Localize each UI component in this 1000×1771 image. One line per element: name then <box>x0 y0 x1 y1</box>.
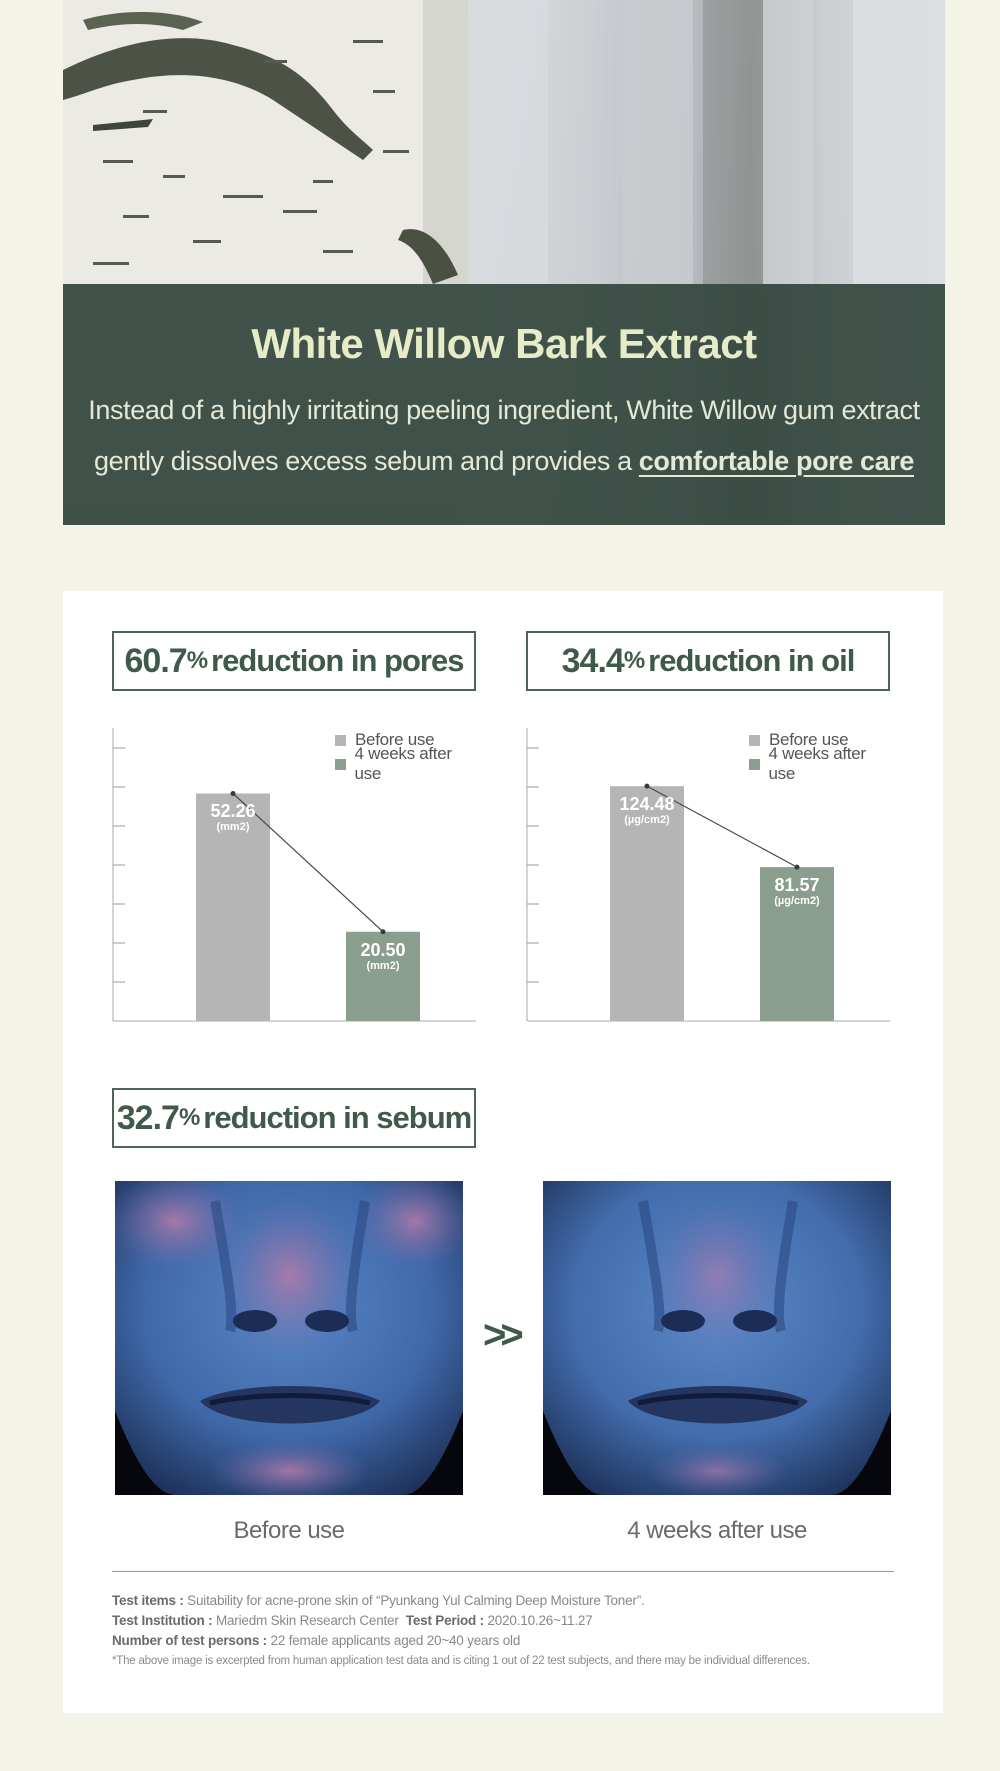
bar-value-label-after: 20.50 (mm2) <box>346 940 420 973</box>
note-period-value: 2020.10.26~11.27 <box>487 1613 593 1628</box>
test-notes: Test items : Suitability for acne-prone … <box>112 1591 902 1671</box>
note-test-items: Test items : Suitability for acne-prone … <box>112 1591 902 1611</box>
bar-unit: (mm2) <box>366 959 400 972</box>
note-items-value: Suitability for acne-prone skin of “Pyun… <box>187 1593 645 1608</box>
note-items-label: Test items : <box>112 1593 188 1608</box>
note-disclaimer: *The above image is excerpted from human… <box>112 1655 810 1667</box>
hero-description: Instead of a highly irritating peeling i… <box>73 385 935 487</box>
bar-value: 52.26 <box>210 801 256 822</box>
comparison-arrow-icon: >> <box>483 1313 524 1357</box>
note-institution-label: Test Institution : <box>112 1613 216 1628</box>
face-before-image <box>115 1181 463 1495</box>
legend-after-swatch <box>749 758 760 770</box>
hero-title: White Willow Bark Extract <box>251 320 757 367</box>
pores-chart: Before use 4 weeks after use 52.26 (mm2) 2… <box>112 728 477 1028</box>
hero-desc-emphasis: comfortable pore care <box>638 446 915 476</box>
pores-stat-box: 60.7% reduction in pores <box>112 631 476 691</box>
oil-stat-box: 34.4% reduction in oil <box>526 631 890 691</box>
bar-before <box>610 786 684 1021</box>
trend-line <box>646 785 798 868</box>
note-test-persons: Number of test persons : 22 female appli… <box>112 1631 902 1651</box>
hero-text-band: White Willow Bark Extract Instead of a h… <box>63 284 945 525</box>
hero-banner: White Willow Bark Extract Instead of a h… <box>63 0 945 525</box>
bar-after <box>760 867 834 1021</box>
hero-desc-line2: gently dissolves excess sebum and provid… <box>94 446 639 476</box>
oil-stat-percent: % <box>623 647 645 674</box>
bar-value: 81.57 <box>774 875 820 896</box>
legend-after-swatch <box>335 758 346 770</box>
legend-before-label: Before use <box>355 730 435 749</box>
legend-before-swatch <box>335 734 346 746</box>
bar-unit: (mm2) <box>216 821 250 834</box>
sebum-stat-box: 32.7% reduction in sebum <box>112 1088 476 1148</box>
pores-stat-text: reduction in pores <box>211 643 464 678</box>
bar-before <box>196 793 270 1021</box>
trend-dot-before <box>644 783 650 789</box>
hero-desc-line1: Instead of a highly irritating peeling i… <box>88 395 920 425</box>
bar-value-label-after: 81.57 (µg/cm2) <box>760 875 834 908</box>
bar-after <box>346 931 420 1021</box>
oil-chart-svg <box>526 728 890 1022</box>
pores-stat-number: 60.7 <box>124 641 188 680</box>
oil-stat-text: reduction in oil <box>648 643 855 678</box>
results-card: 60.7% reduction in pores 34.4% reduction i… <box>63 591 943 1713</box>
note-institution-value: Mariedm Skin Research Center <box>215 1613 399 1628</box>
legend-after-label: 4 weeks after use <box>354 744 453 783</box>
legend-before-label: Before use <box>769 730 849 749</box>
sebum-stat-percent: % <box>178 1104 200 1131</box>
oil-chart-legend: Before use 4 weeks after use <box>749 728 891 783</box>
note-persons-value: 22 female applicants aged 20~40 years ol… <box>270 1633 521 1648</box>
bar-value-label-before: 124.48 (µg/cm2) <box>610 794 684 827</box>
bar-unit: (µg/cm2) <box>774 895 820 908</box>
oil-stat-number: 34.4 <box>561 641 625 680</box>
trend-dot-before <box>230 790 236 796</box>
face-after-image <box>543 1181 891 1495</box>
bar-value: 124.48 <box>619 794 675 815</box>
oil-chart: Before use 4 weeks after use 124.48 (µg/c… <box>526 728 891 1028</box>
face-after-caption: 4 weeks after use <box>627 1517 807 1544</box>
notes-divider <box>112 1571 894 1572</box>
note-test-institution: Test Institution : Mariedm Skin Research… <box>112 1611 902 1631</box>
trend-line <box>232 793 384 933</box>
sebum-stat-number: 32.7 <box>116 1098 180 1137</box>
legend-before-swatch <box>749 734 760 746</box>
trend-dot-after <box>794 864 800 870</box>
trend-dot-after <box>380 929 386 935</box>
face-before-caption: Before use <box>233 1517 345 1544</box>
bar-unit: (µg/cm2) <box>624 814 670 827</box>
note-period-label: Test Period : <box>405 1613 488 1628</box>
bar-value-label-before: 52.26 (mm2) <box>196 801 270 834</box>
pores-chart-svg <box>112 728 476 1022</box>
pores-chart-legend: Before use 4 weeks after use <box>335 728 477 783</box>
note-persons-label: Number of test persons : <box>112 1633 271 1648</box>
pores-stat-percent: % <box>186 647 208 674</box>
bar-value: 20.50 <box>360 939 406 960</box>
sebum-stat-text: reduction in sebum <box>203 1100 472 1135</box>
legend-after-label: 4 weeks after use <box>768 744 867 783</box>
